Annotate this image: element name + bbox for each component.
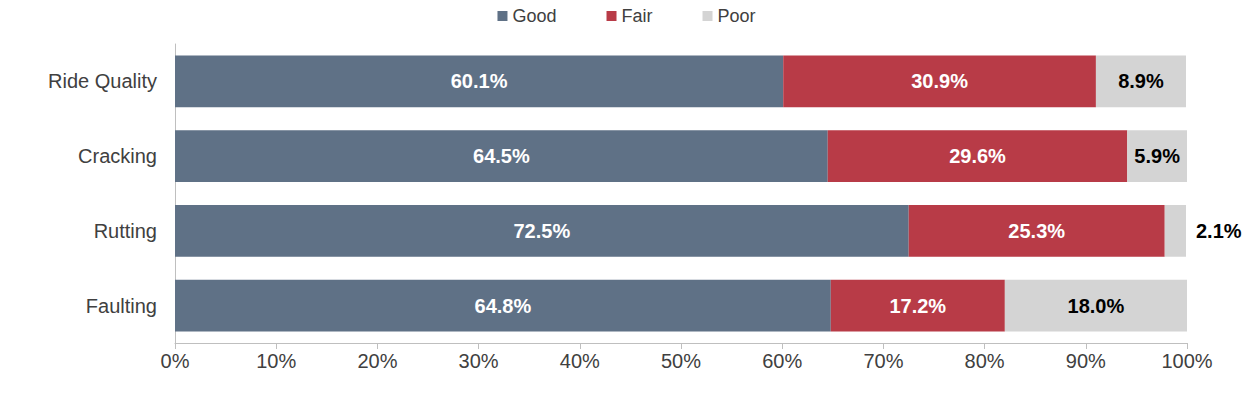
svg-text:40%: 40% [560,350,600,372]
svg-text:Faulting: Faulting [86,295,157,317]
svg-text:10%: 10% [256,350,296,372]
svg-text:Good: Good [512,6,556,26]
svg-text:20%: 20% [357,350,397,372]
svg-text:Poor: Poor [718,6,756,26]
svg-text:30.9%: 30.9% [911,70,968,92]
svg-text:18.0%: 18.0% [1068,295,1125,317]
svg-text:64.5%: 64.5% [473,145,530,167]
svg-text:25.3%: 25.3% [1008,220,1065,242]
svg-text:0%: 0% [161,350,190,372]
svg-text:29.6%: 29.6% [949,145,1006,167]
svg-text:64.8%: 64.8% [475,295,532,317]
svg-text:17.2%: 17.2% [889,295,946,317]
svg-text:100%: 100% [1161,350,1212,372]
svg-text:2.1%: 2.1% [1196,220,1242,242]
svg-text:60%: 60% [762,350,802,372]
svg-text:5.9%: 5.9% [1134,145,1180,167]
svg-text:60.1%: 60.1% [451,70,508,92]
svg-text:72.5%: 72.5% [513,220,570,242]
svg-text:Ride Quality: Ride Quality [48,70,157,92]
svg-text:Fair: Fair [622,6,653,26]
svg-text:Rutting: Rutting [94,220,157,242]
svg-text:80%: 80% [965,350,1005,372]
svg-text:30%: 30% [459,350,499,372]
svg-text:70%: 70% [863,350,903,372]
svg-text:90%: 90% [1066,350,1106,372]
svg-text:50%: 50% [661,350,701,372]
svg-text:Cracking: Cracking [78,145,157,167]
svg-text:8.9%: 8.9% [1118,70,1164,92]
